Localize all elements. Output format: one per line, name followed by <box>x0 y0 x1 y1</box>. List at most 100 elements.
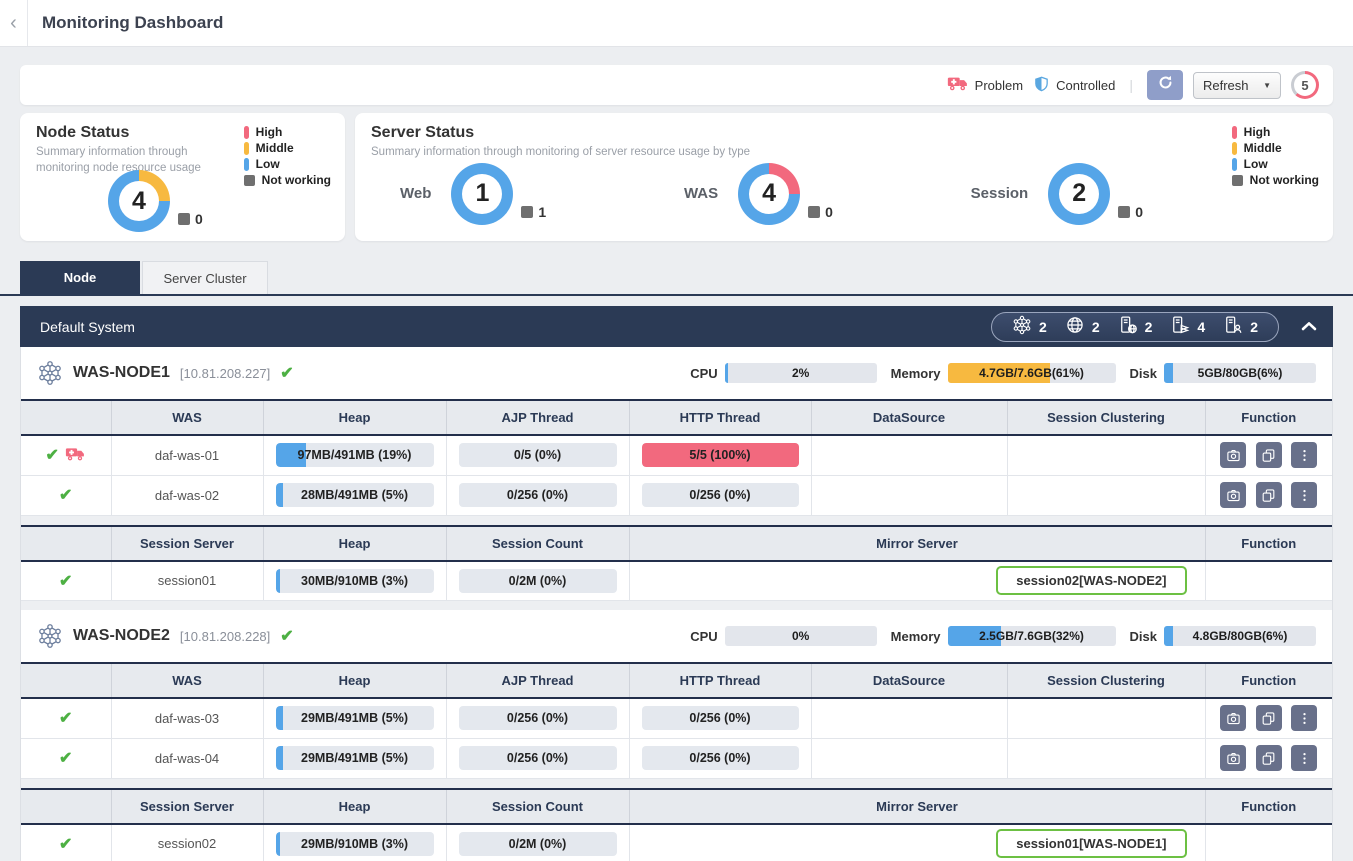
legend-notworking-marker <box>243 174 255 186</box>
was-row-daf-was-01: ✔ daf-was-01 97MB/491MB (19%) 0/5 (0%) <box>21 435 1332 476</box>
copy-button[interactable] <box>1255 442 1282 469</box>
more-options-button[interactable] <box>1291 745 1318 771</box>
heap-column-header: Heap <box>262 662 446 699</box>
refresh-interval-select[interactable]: Refresh ▼ <box>1193 71 1281 99</box>
controlled-legend: Controlled <box>1033 75 1115 96</box>
countdown-value: 5 <box>1294 74 1316 96</box>
session-count-column-header: Session Count <box>445 787 629 825</box>
globe-count-badge: 2 <box>1065 315 1100 338</box>
node-status-legend: High Middle Low Not working <box>243 125 331 189</box>
node-header: WAS-NODE1 [10.81.208.227] ✔ CPU 2% Memor… <box>21 347 1332 399</box>
chevron-up-icon <box>1301 318 1317 336</box>
collapse-section-button[interactable] <box>1301 318 1317 336</box>
status-cards-row: Node Status Summary information through … <box>20 113 1333 241</box>
back-button[interactable]: ‹ <box>0 0 28 46</box>
snapshot-button[interactable] <box>1220 745 1247 771</box>
copy-button[interactable] <box>1255 745 1282 771</box>
heap-value: 30MB/910MB (3%) <box>301 573 408 588</box>
ok-check-icon: ✔ <box>59 835 73 853</box>
notworking-square-icon <box>521 205 534 218</box>
copy-button[interactable] <box>1255 705 1282 732</box>
legend-high-marker <box>243 125 249 139</box>
toolbar: Problem Controlled | Refresh ▼ 5 <box>20 65 1333 105</box>
ajp-column-header: AJP Thread <box>445 662 629 699</box>
session-count-column-header: Session Count <box>445 524 629 562</box>
node-name: WAS-NODE1 <box>73 364 170 381</box>
session-notworking-chip: 0 <box>1118 204 1143 225</box>
session-table: Session Server Heap Session Count Mirror… <box>21 524 1332 601</box>
http-column-header: HTTP Thread <box>628 662 811 699</box>
problem-legend: Problem <box>947 75 1023 95</box>
http-bar: 5/5 (100%) <box>641 443 799 468</box>
mirror-server-chip[interactable]: session02[WAS-NODE2] <box>996 566 1187 596</box>
legend-middle-marker <box>243 141 249 155</box>
function-cell <box>1204 823 1332 861</box>
datasource-cell <box>810 738 1007 779</box>
legend-low-marker <box>243 157 249 171</box>
memory-bar-fill <box>947 626 1002 646</box>
http-value: 0/256 (0%) <box>689 711 751 726</box>
more-options-button[interactable] <box>1291 705 1318 732</box>
refresh-button[interactable] <box>1147 70 1183 100</box>
copy-button[interactable] <box>1255 482 1282 508</box>
legend-middle-label: Middle <box>1243 141 1282 155</box>
node-section-was-node2: WAS-NODE2 [10.81.208.228] ✔ CPU 0% Memor… <box>21 610 1332 861</box>
memory-value: 4.7GB/7.6GB(61%) <box>979 366 1084 380</box>
web-server-icon <box>1118 315 1138 338</box>
session-status-donut: 2 <box>1048 162 1111 225</box>
legend-notworking-marker <box>1231 174 1243 186</box>
node-header: WAS-NODE2 [10.81.208.228] ✔ CPU 0% Memor… <box>21 610 1332 662</box>
heap-value: 29MB/491MB (5%) <box>301 751 408 765</box>
was-name: daf-was-03 <box>110 698 263 739</box>
heap-bar: 29MB/491MB (5%) <box>275 746 434 770</box>
tab-node[interactable]: Node <box>20 261 140 294</box>
node-icon <box>1012 315 1032 338</box>
node-count: 2 <box>1039 318 1047 335</box>
disk-value: 5GB/80GB(6%) <box>1197 366 1283 380</box>
http-value: 0/256 (0%) <box>689 751 751 765</box>
back-chevron-icon: ‹ <box>10 11 17 34</box>
heap-bar-fill <box>275 746 284 770</box>
web-status-donut: 1 <box>451 162 514 225</box>
memory-label: Memory <box>890 365 941 381</box>
cpu-value: 0% <box>792 629 810 643</box>
session-clustering-cell <box>1006 475 1205 516</box>
snapshot-button[interactable] <box>1220 482 1247 508</box>
node-cluster-icon <box>37 623 63 649</box>
web-server-count: 2 <box>1144 318 1153 335</box>
legend-notworking-label: Not working <box>261 173 331 187</box>
heap-bar-fill <box>275 483 284 507</box>
datasource-cell <box>810 698 1007 739</box>
web-status-group: Web 1 1 <box>400 162 546 225</box>
node-status-total: 4 <box>119 181 159 222</box>
ajp-value: 0/256 (0%) <box>506 711 569 726</box>
more-options-button[interactable] <box>1291 442 1318 469</box>
was-table: WAS Heap AJP Thread HTTP Thread DataSour… <box>21 399 1332 516</box>
memory-bar-fill <box>947 363 1050 383</box>
page-title: Monitoring Dashboard <box>42 13 224 32</box>
mirror-server-chip[interactable]: session01[WAS-NODE1] <box>996 829 1187 859</box>
snapshot-button[interactable] <box>1220 705 1247 732</box>
mirror-server-column-header: Mirror Server <box>628 524 1205 562</box>
status-column-header <box>21 662 111 699</box>
tab-server-cluster[interactable]: Server Cluster <box>142 261 268 294</box>
legend-high-label: High <box>255 125 283 139</box>
web-server-count-badge: 2 <box>1118 315 1153 338</box>
more-options-button[interactable] <box>1291 482 1318 508</box>
disk-metric: Disk 5GB/80GB(6%) <box>1130 363 1316 383</box>
node-status-subtitle: Summary information through monitoring n… <box>36 146 201 174</box>
heap-bar: 29MB/491MB (5%) <box>275 706 434 731</box>
server-status-title: Server Status <box>371 124 475 141</box>
server-status-legend: High Middle Low Not working <box>1231 125 1319 189</box>
chevron-down-icon: ▼ <box>1263 80 1271 90</box>
snapshot-button[interactable] <box>1220 442 1247 469</box>
heap-column-header: Heap <box>262 399 446 436</box>
problem-label: Problem <box>974 77 1024 93</box>
legend-middle-marker <box>1231 141 1237 155</box>
tab-bar: Node Server Cluster <box>0 261 1353 296</box>
heap-bar: 30MB/910MB (3%) <box>275 568 434 593</box>
node-ok-check-icon: ✔ <box>280 628 294 645</box>
ok-check-icon: ✔ <box>59 572 73 590</box>
ajp-bar: 0/256 (0%) <box>458 746 617 770</box>
session-status-total: 2 <box>1059 173 1100 214</box>
